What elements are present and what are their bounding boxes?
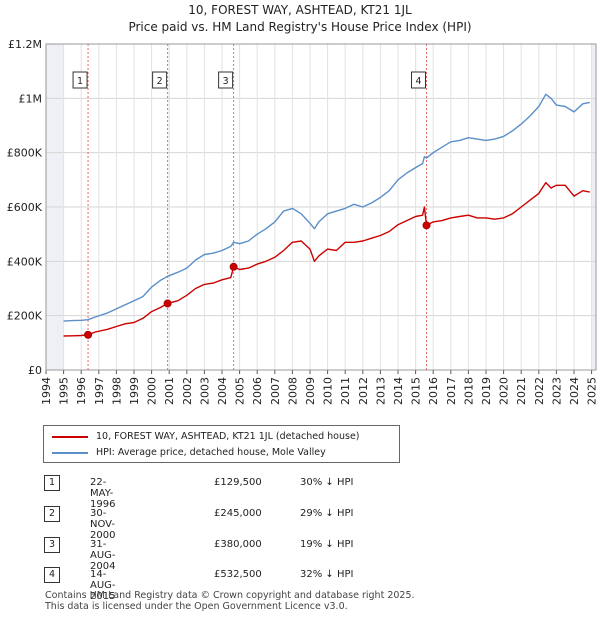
x-tick-label: 2018 (462, 377, 475, 405)
sale-marker: 4 (44, 567, 60, 583)
x-tick-label: 2007 (269, 377, 282, 405)
sale-box (152, 71, 168, 89)
x-tick-label: 2008 (286, 377, 299, 405)
chart-title: 10, FOREST WAY, ASHTEAD, KT21 1JL (188, 3, 412, 17)
sale-box-label: 3 (223, 76, 229, 87)
x-tick-label: 2020 (498, 377, 511, 405)
plot-frame (45, 43, 597, 371)
series-line-hpi (63, 93, 590, 322)
sale-price: £245,000 (214, 508, 262, 519)
x-tick-label: 1998 (110, 377, 123, 405)
legend-label-hpi: HPI: Average price, detached house, Mole… (96, 447, 326, 458)
sale-marker: 1 (44, 475, 60, 491)
x-tick-label: 2022 (533, 377, 546, 405)
x-tick-label: 2011 (339, 377, 352, 405)
legend-swatch-property (52, 436, 88, 438)
x-tick-label: 1994 (40, 377, 53, 405)
x-tick-label: 2000 (146, 377, 159, 405)
y-tick-label: £600K (7, 201, 43, 214)
x-tick-label: 2025 (586, 377, 599, 405)
x-tick-label: 1996 (75, 377, 88, 405)
x-tick-label: 2017 (445, 377, 458, 405)
x-tick-label: 2004 (216, 377, 229, 405)
sale-point (229, 262, 238, 271)
sale-point (422, 221, 431, 230)
sale-date: 14-AUG-2015 (90, 569, 116, 602)
footer-copyright: Contains HM Land Registry data © Crown c… (45, 590, 415, 601)
chart-subtitle: Price paid vs. HM Land Registry's House … (128, 20, 472, 34)
chart-title-block: 10, FOREST WAY, ASHTEAD, KT21 1JL Price … (0, 2, 600, 36)
price-chart: £0 £200K £400K £600K £800K £1M £1.2M 1994 1995 19… (7, 38, 599, 405)
sale-box (218, 71, 234, 89)
sale-box-label: 1 (77, 76, 83, 87)
sale-date: 31-AUG-2004 (90, 539, 116, 572)
y-tick-label: £0 (28, 364, 42, 377)
x-tick-label: 2012 (357, 377, 370, 405)
x-tick-label: 2019 (480, 377, 493, 405)
x-tick-label: 2009 (304, 377, 317, 405)
sale-marker: 2 (44, 506, 60, 522)
legend-label-property: 10, FOREST WAY, ASHTEAD, KT21 1JL (detac… (96, 431, 360, 442)
x-tick-label: 2015 (410, 377, 423, 405)
x-tick-label: 1995 (58, 377, 71, 405)
x-tick-label: 2010 (322, 377, 335, 405)
x-tick-label: 2016 (427, 377, 440, 405)
x-tick-label: 2001 (163, 377, 176, 405)
x-tick-label: 2005 (234, 377, 247, 405)
legend: 10, FOREST WAY, ASHTEAD, KT21 1JL (detac… (43, 425, 400, 463)
sale-hpi-diff: 29% ↓ HPI (300, 508, 354, 519)
sale-box (72, 71, 88, 89)
footer: Contains HM Land Registry data © Crown c… (45, 590, 415, 612)
x-tick-label: 2003 (198, 377, 211, 405)
sale-date: 30-NOV-2000 (90, 508, 116, 541)
sale-date: 22-MAY-1996 (90, 477, 116, 510)
x-tick-label: 2014 (392, 377, 405, 405)
sale-hpi-diff: 19% ↓ HPI (300, 539, 354, 550)
sale-marker: 3 (44, 537, 60, 553)
y-tick-label: £800K (7, 147, 43, 160)
x-tick-label: 2023 (550, 377, 563, 405)
y-tick-label: £1.2M (8, 38, 42, 51)
series-line-property (63, 181, 590, 337)
y-tick-label: £200K (7, 310, 43, 323)
sale-box-label: 2 (157, 76, 163, 87)
sale-point (163, 299, 172, 308)
x-tick-label: 1999 (128, 377, 141, 405)
sale-hpi-diff: 30% ↓ HPI (300, 477, 354, 488)
sale-point (84, 330, 93, 339)
y-tick-label: £400K (7, 255, 43, 268)
sale-box (411, 71, 427, 89)
legend-swatch-hpi (52, 452, 88, 454)
y-tick-label: £1M (19, 92, 43, 105)
sale-box-label: 4 (415, 76, 421, 87)
sale-price: £129,500 (214, 477, 262, 488)
x-tick-label: 1997 (93, 377, 106, 405)
x-tick-label: 2021 (515, 377, 528, 405)
footer-licence: This data is licensed under the Open Gov… (45, 601, 348, 612)
x-tick-label: 2006 (251, 377, 264, 405)
sale-price: £380,000 (214, 539, 262, 550)
x-tick-label: 2002 (181, 377, 194, 405)
sale-hpi-diff: 32% ↓ HPI (300, 569, 354, 580)
x-tick-label: 2024 (568, 377, 581, 405)
x-tick-label: 2013 (374, 377, 387, 405)
sale-price: £532,500 (214, 569, 262, 580)
